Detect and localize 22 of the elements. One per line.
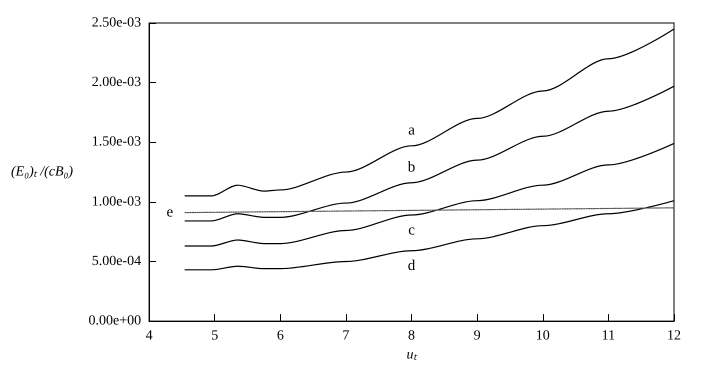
x-tick-label: 5 [211, 328, 218, 344]
x-axis-title: uₜ [406, 348, 418, 362]
y-tick-label: 2.50e-03 [92, 16, 142, 30]
x-tick-label: 6 [276, 328, 284, 344]
y-tick-label: 1.50e-03 [92, 134, 142, 150]
x-tick-label: 4 [146, 328, 153, 344]
x-tick-label: 12 [667, 328, 681, 344]
series-label: c [408, 222, 416, 238]
y-tick-label: 2.00e-03 [92, 75, 142, 90]
y-axis-title: (E₀)ₜ /(cB₀) [10, 164, 74, 180]
series-label: b [408, 159, 416, 176]
y-tick-label: 1.00e-03 [92, 194, 142, 210]
y-tick-label: 5.00e-04 [92, 254, 142, 269]
x-tick-label: 11 [602, 328, 616, 344]
series-label: a [408, 122, 416, 138]
y-tick-label: 0.00e+00 [88, 314, 142, 329]
series-label: d [408, 258, 416, 274]
x-tick-label: 9 [474, 328, 481, 344]
x-tick-label: 8 [408, 328, 416, 344]
x-tick-label: 7 [342, 328, 350, 344]
series-label: e [166, 204, 174, 221]
x-tick-label: 10 [536, 328, 550, 344]
